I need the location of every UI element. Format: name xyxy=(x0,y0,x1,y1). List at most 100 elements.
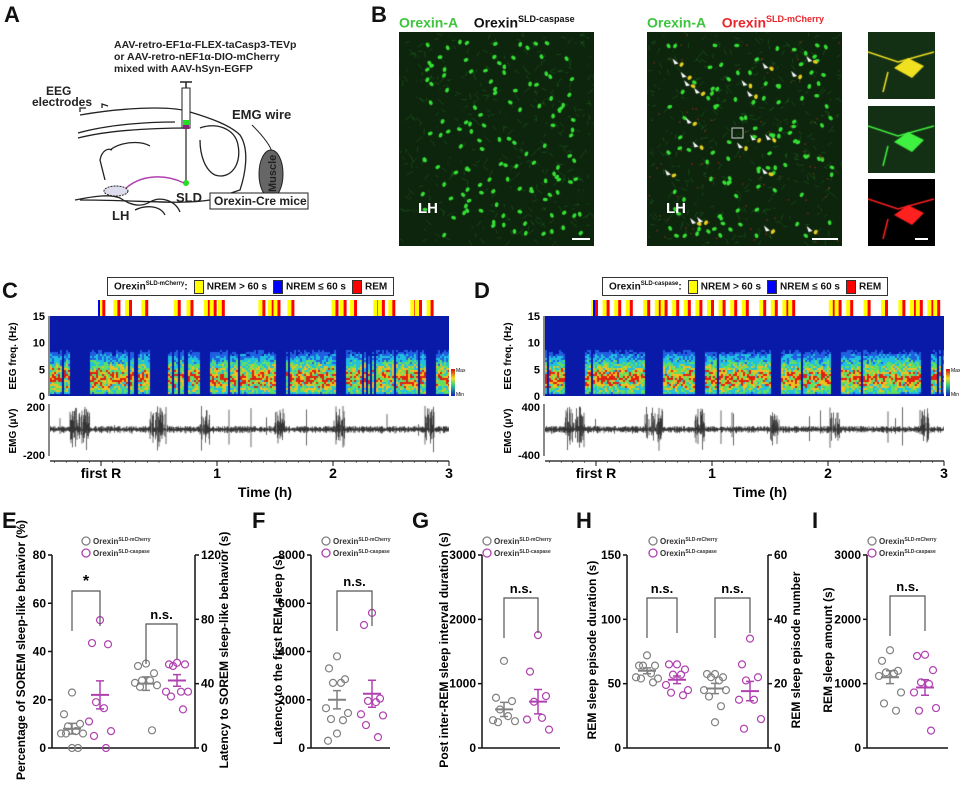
hypnogram-nrem-bar xyxy=(331,300,336,316)
data-point-mcherry xyxy=(343,708,353,718)
data-point-caspase xyxy=(168,661,178,671)
eeg-spectrogram xyxy=(545,316,944,396)
y-tick-label: 2000 xyxy=(449,612,476,626)
inset-merged xyxy=(868,32,935,99)
data-point-mcherry xyxy=(328,678,338,687)
y-tick-label: 3000 xyxy=(449,548,476,562)
legend-label-mcherry: OrexinSLD-mCherry xyxy=(494,537,552,546)
legend-label-mcherry: OrexinSLD-mCherry xyxy=(93,537,151,546)
data-point-mcherry xyxy=(699,686,709,695)
y-tick-label: 8000 xyxy=(278,548,305,562)
eeg-tick-label: 0 xyxy=(534,391,540,403)
legend-base: Orexin xyxy=(660,549,685,558)
hypnogram-rem-bar xyxy=(606,300,610,316)
micrograph-caspase xyxy=(399,32,594,246)
time-tick-label: first R xyxy=(81,465,121,481)
data-point-mcherry xyxy=(877,656,887,665)
mice-label: Orexin-Cre mice xyxy=(214,194,307,208)
significance-bracket xyxy=(889,595,926,636)
panel-label-i: I xyxy=(812,508,819,533)
data-point-mcherry xyxy=(488,716,498,725)
hypnogram-nrem-bar xyxy=(730,300,735,316)
group-label: Orexin xyxy=(721,14,767,31)
hypnogram-rem-bar xyxy=(291,300,295,316)
data-point-caspase xyxy=(745,634,755,643)
hypnogram-rem-bar xyxy=(919,300,923,316)
y-tick-label: 60 xyxy=(33,596,47,610)
inset-red xyxy=(868,179,935,246)
hypnogram-nrem-bar xyxy=(788,300,793,316)
y-axis-label-right: REM sleep episode number xyxy=(789,571,803,728)
legend-item-nrem-short: NREM ≤ 60 s xyxy=(273,279,346,294)
data-point-caspase xyxy=(672,660,682,669)
data-point-mcherry xyxy=(332,652,342,661)
data-point-mcherry xyxy=(721,686,731,695)
data-point-mcherry xyxy=(56,729,66,738)
hypnogram-rem-bar xyxy=(792,300,796,316)
data-point-caspase xyxy=(361,720,371,730)
emg-y-label: EMG (μV) xyxy=(8,408,19,453)
y-tick-label: 50 xyxy=(608,677,622,691)
data-point-mcherry xyxy=(73,743,83,753)
hypnogram-rem-bar xyxy=(343,300,347,316)
hypnogram-nrem-short-bar xyxy=(98,300,100,316)
legend-base: Orexin xyxy=(879,549,904,558)
y-tick-label: 20 xyxy=(33,693,47,707)
data-point-caspase xyxy=(734,695,744,704)
y-tick-label-right: 60 xyxy=(774,548,788,562)
virus-text-3: mixed with AAV-hSyn-EGFP xyxy=(114,63,253,75)
colorbar-min: Min xyxy=(456,392,464,398)
sem-bar-caspase xyxy=(921,679,929,696)
emg-tick-label: 400 xyxy=(522,402,540,414)
data-point-caspase xyxy=(525,667,535,676)
significance-label: n.s. xyxy=(510,581,532,596)
legend-group: OrexinSLD-mCherry: xyxy=(114,280,188,293)
hypnogram-nrem-bar xyxy=(828,300,833,316)
y-tick-label: 2000 xyxy=(278,693,305,707)
emg-tick-label: -400 xyxy=(518,450,540,462)
panel-label-h: H xyxy=(576,508,592,533)
data-point-mcherry xyxy=(149,669,159,678)
virus-text-1: AAV-retro-EF1α-FLEX-taCasp3-TEVp xyxy=(114,39,296,51)
legend-sup: SLD-caspase xyxy=(519,549,551,555)
y-tick-label-right: 20 xyxy=(774,677,788,691)
data-point-caspase xyxy=(668,670,678,679)
hypnogram-nrem-short-bar xyxy=(593,300,595,316)
hypnogram-rem-bar xyxy=(931,300,935,316)
y-tick-label: 1000 xyxy=(449,677,476,691)
data-point-mcherry xyxy=(324,664,334,673)
hypnogram-nrem-bar xyxy=(273,300,278,316)
legend-item-nrem-short: NREM ≤ 60 s xyxy=(767,279,840,294)
legend-item-rem: REM xyxy=(351,279,387,294)
hypnogram-nrem-bar xyxy=(643,300,648,316)
emg-trace xyxy=(545,404,944,456)
hypnogram-rem-bar xyxy=(711,300,714,316)
hypnogram-rem-bar xyxy=(177,300,181,316)
inset-region-box xyxy=(731,127,744,139)
y-tick-label: 0 xyxy=(854,741,861,755)
legend-marker-mcherry xyxy=(648,536,658,546)
group-sup: SLD-caspase xyxy=(518,14,575,24)
chart-i: 0 1000 2000 3000 REM sleep amount (s) OrexinS… xyxy=(821,536,948,755)
hypnogram-rem-bar xyxy=(145,300,149,316)
data-point-caspase xyxy=(541,691,551,701)
image-left-title: Orexin-A OrexinSLD-caspase xyxy=(399,14,575,31)
legend-item-nrem-long: NREM > 60 s xyxy=(193,279,267,294)
hypnogram-rem-bar xyxy=(392,300,396,316)
hypnogram-rem-bar xyxy=(102,300,106,316)
brain-outline xyxy=(74,103,247,216)
data-point-caspase xyxy=(87,638,97,648)
y-tick-label: 150 xyxy=(601,548,621,562)
data-point-mcherry xyxy=(326,714,336,724)
lh-region-label: LH xyxy=(666,200,686,217)
hypnogram-rem-bar xyxy=(658,300,662,316)
y-tick-label: 0 xyxy=(39,741,46,755)
time-tick-label: 2 xyxy=(824,465,832,481)
significance-label: n.s. xyxy=(150,607,172,622)
data-point-caspase xyxy=(680,665,690,674)
data-point-caspase xyxy=(522,715,532,724)
legend-sup: SLD-caspase xyxy=(358,549,390,555)
data-point-caspase xyxy=(363,696,373,706)
sem-bar-caspase xyxy=(173,673,181,687)
